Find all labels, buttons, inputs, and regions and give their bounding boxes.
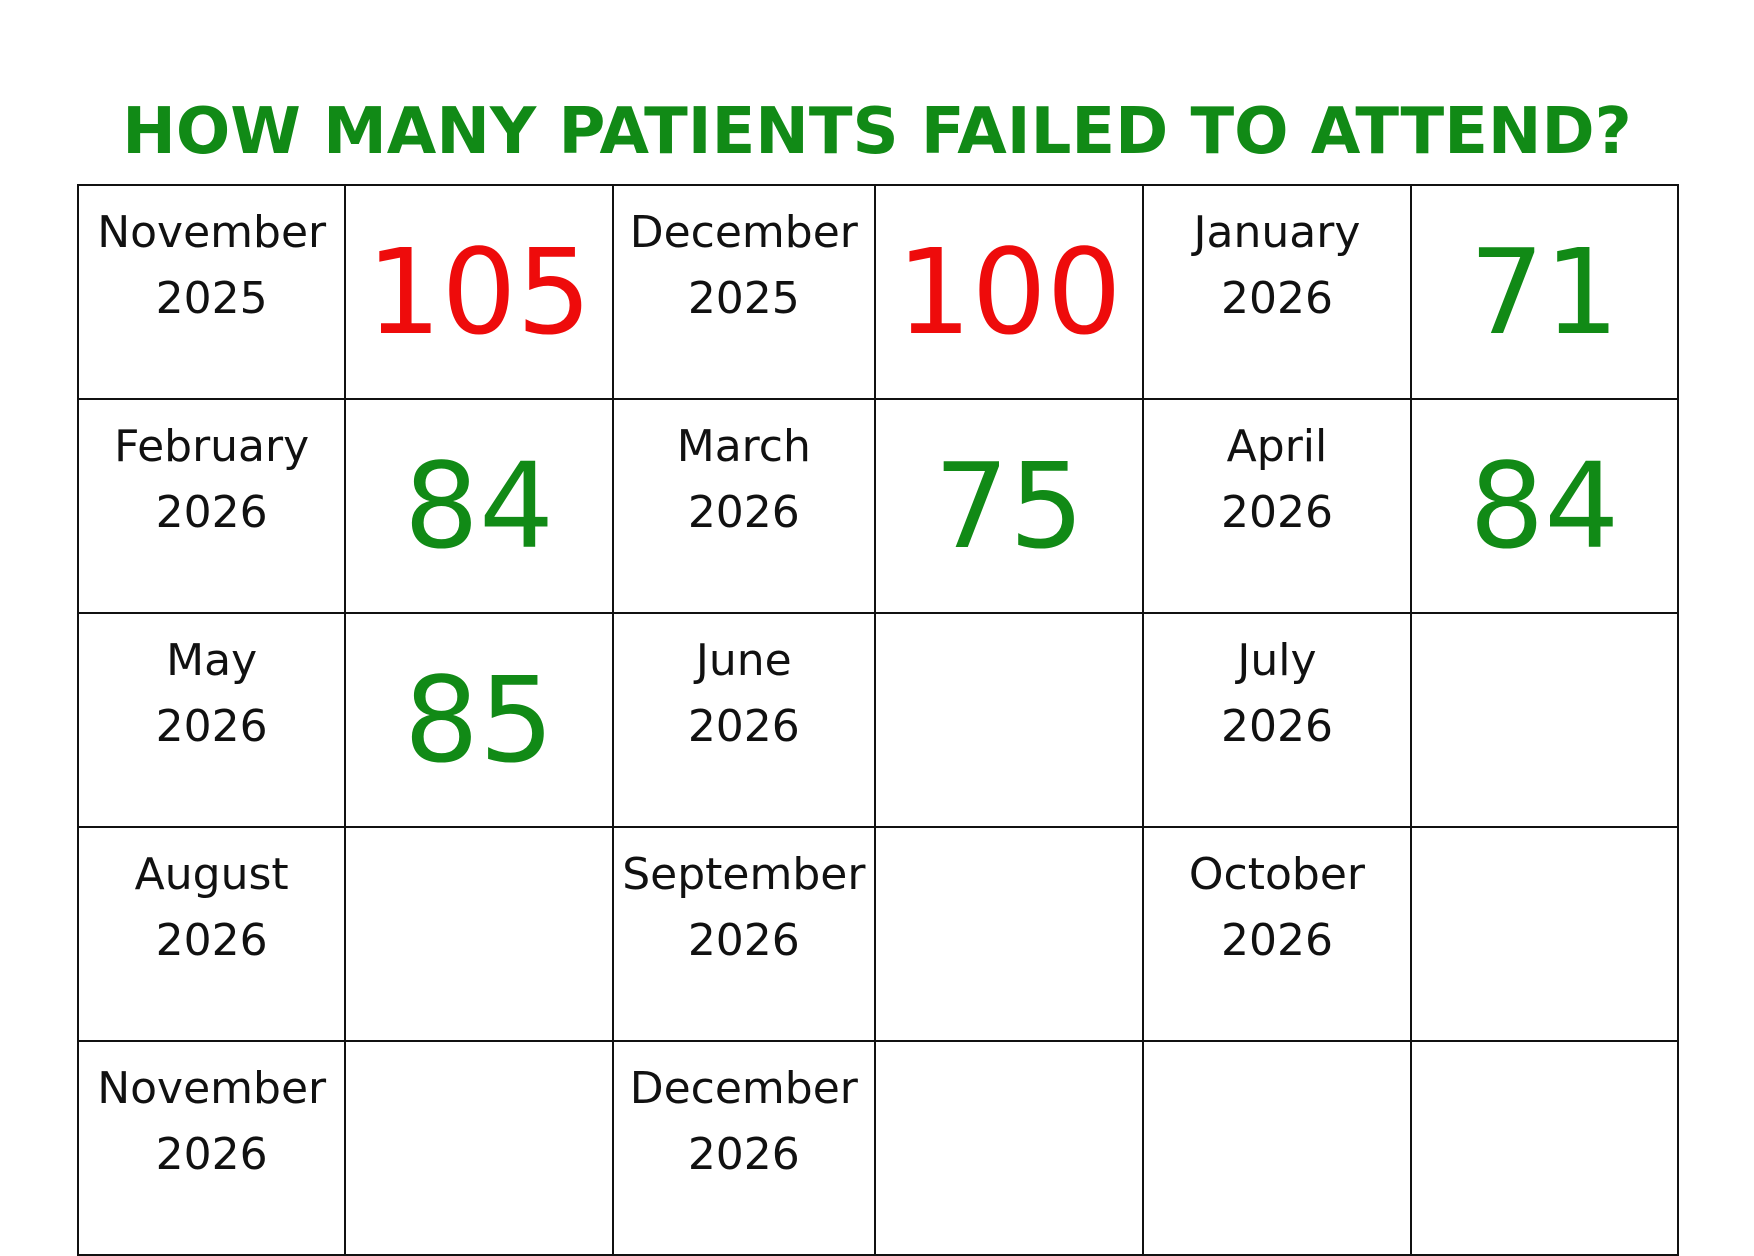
- month-label: October: [1188, 849, 1365, 900]
- table-row: November 2026 December 2026: [76, 1040, 1680, 1256]
- month-label: March: [676, 421, 811, 472]
- year-label: 2026: [1220, 273, 1333, 324]
- value-cell: [344, 826, 614, 1042]
- month-cell: September 2026: [611, 826, 876, 1042]
- value-cell: [1409, 1040, 1680, 1256]
- dna-count: 100: [896, 223, 1122, 361]
- month-label: August: [134, 849, 289, 900]
- month-cell: December 2025: [611, 184, 876, 400]
- month-cell: August 2026: [76, 826, 347, 1042]
- page-title: HOW MANY PATIENTS FAILED TO ATTEND?: [122, 95, 1632, 169]
- month-cell: July 2026: [1142, 612, 1412, 828]
- month-label: January: [1193, 207, 1361, 258]
- dna-count: 75: [934, 437, 1085, 575]
- month-label: December: [629, 207, 858, 258]
- value-cell: [1409, 612, 1680, 828]
- year-label: 2026: [687, 487, 800, 538]
- month-cell: November 2025: [76, 184, 347, 400]
- dna-count: 105: [366, 223, 592, 361]
- value-cell: 85: [344, 612, 614, 828]
- year-label: 2026: [1220, 701, 1333, 752]
- dna-count: 84: [1469, 437, 1620, 575]
- dna-count: 71: [1469, 223, 1620, 361]
- dna-count: 84: [403, 437, 555, 575]
- month-label: June: [695, 635, 792, 686]
- month-cell: January 2026: [1142, 184, 1412, 400]
- month-cell: March 2026: [611, 398, 876, 614]
- table-row: August 2026 September 2026 October 2026: [76, 826, 1680, 1042]
- month-cell: December 2026: [611, 1040, 876, 1256]
- month-label: May: [166, 635, 258, 686]
- year-label: 2026: [1220, 915, 1333, 966]
- value-cell: [873, 1040, 1145, 1256]
- year-label: 2026: [1220, 487, 1333, 538]
- month-cell: [1142, 1040, 1412, 1256]
- month-cell: October 2026: [1142, 826, 1412, 1042]
- year-label: 2026: [155, 701, 268, 752]
- value-cell: 100: [873, 184, 1145, 400]
- month-label: December: [629, 1063, 858, 1114]
- month-cell: May 2026: [76, 612, 347, 828]
- month-label: September: [622, 849, 866, 900]
- year-label: 2026: [687, 915, 800, 966]
- year-label: 2026: [687, 1129, 800, 1180]
- attendance-table: November 2025 105 December 2025 100 January 202…: [76, 184, 1680, 1256]
- value-cell: [344, 1040, 614, 1256]
- dna-count: 85: [403, 651, 555, 789]
- year-label: 2026: [687, 701, 800, 752]
- month-label: February: [114, 421, 310, 472]
- value-cell: [1409, 826, 1680, 1042]
- month-label: July: [1237, 635, 1317, 686]
- month-cell: April 2026: [1142, 398, 1412, 614]
- month-label: November: [97, 1063, 327, 1114]
- year-label: 2026: [155, 915, 268, 966]
- month-cell: February 2026: [76, 398, 347, 614]
- value-cell: 71: [1409, 184, 1680, 400]
- month-cell: November 2026: [76, 1040, 347, 1256]
- table-row: May 2026 85 June 2026 July 2026: [76, 612, 1680, 828]
- year-label: 2026: [155, 487, 268, 538]
- month-cell: June 2026: [611, 612, 876, 828]
- value-cell: 84: [1409, 398, 1680, 614]
- value-cell: [873, 826, 1145, 1042]
- value-cell: 75: [873, 398, 1145, 614]
- table-row: November 2025 105 December 2025 100 January 202…: [76, 184, 1680, 400]
- year-label: 2025: [155, 273, 268, 324]
- month-label: November: [97, 207, 327, 258]
- year-label: 2025: [687, 273, 800, 324]
- year-label: 2026: [155, 1129, 268, 1180]
- month-label: April: [1226, 421, 1328, 472]
- value-cell: [873, 612, 1145, 828]
- value-cell: 84: [344, 398, 614, 614]
- value-cell: 105: [344, 184, 614, 400]
- table-row: February 2026 84 March 2026 75 April 2026 84: [76, 398, 1680, 614]
